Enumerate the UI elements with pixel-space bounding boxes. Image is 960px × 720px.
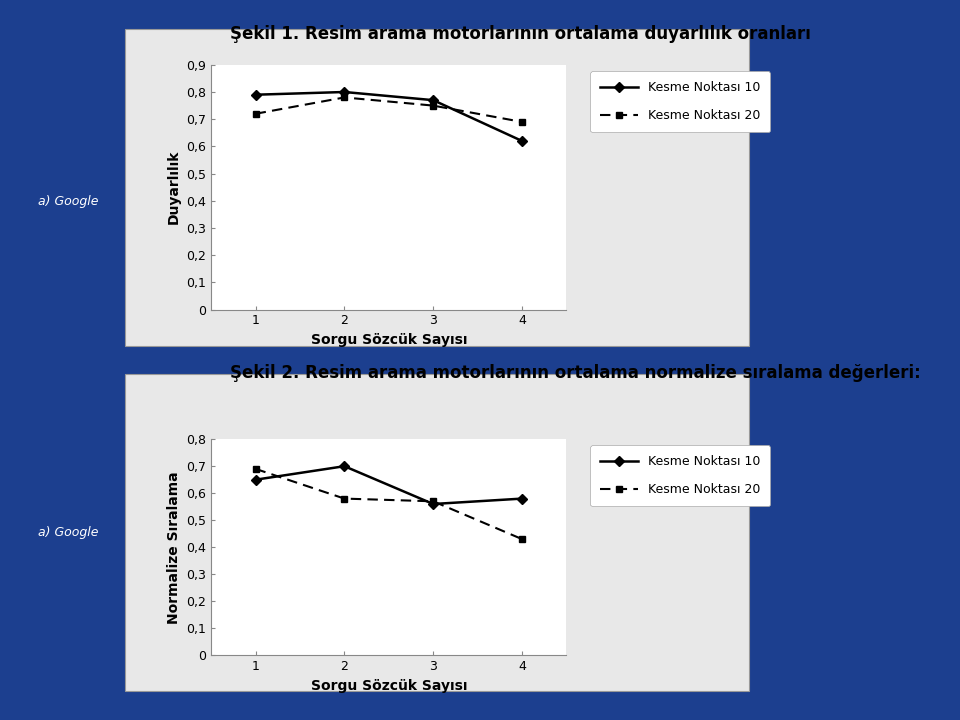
Line: Kesme Noktası 20: Kesme Noktası 20 [252,94,525,125]
X-axis label: Sorgu Sözcük Sayısı: Sorgu Sözcük Sayısı [310,333,468,347]
Kesme Noktası 20 [250,464,261,473]
Y-axis label: Duyarlılık: Duyarlılık [167,150,180,225]
Text: Şekil 2. Resim arama motorlarının ortalama normalize sıralama değerleri:: Şekil 2. Resim arama motorlarının ortala… [230,364,922,382]
Legend: Kesme Noktası 10, Kesme Noktası 20: Kesme Noktası 10, Kesme Noktası 20 [590,71,770,132]
Kesme Noktası 10 [250,91,261,99]
Kesme Noktası 20 [250,109,261,118]
Kesme Noktası 10 [427,96,439,104]
Text: a) Google: a) Google [38,195,99,208]
Legend: Kesme Noktası 10, Kesme Noktası 20: Kesme Noktası 10, Kesme Noktası 20 [590,446,770,506]
Kesme Noktası 10 [427,500,439,508]
Kesme Noktası 20 [427,497,439,505]
Kesme Noktası 20 [516,535,528,544]
Text: a) Google: a) Google [38,526,99,539]
Kesme Noktası 20 [339,494,350,503]
Text: Şekil 1. Resim arama motorlarının ortalama duyarlılık oranları: Şekil 1. Resim arama motorlarının ortala… [230,25,811,43]
Line: Kesme Noktası 20: Kesme Noktası 20 [252,466,525,542]
Kesme Noktası 10 [339,462,350,471]
Kesme Noktası 20 [339,93,350,102]
Line: Kesme Noktası 10: Kesme Noktası 10 [252,463,525,508]
Kesme Noktası 10 [250,475,261,484]
X-axis label: Sorgu Sözcük Sayısı: Sorgu Sözcük Sayısı [310,679,468,693]
Kesme Noktası 10 [339,88,350,96]
Kesme Noktası 20 [427,102,439,110]
Kesme Noktası 10 [516,494,528,503]
Kesme Noktası 10 [516,137,528,145]
Line: Kesme Noktası 10: Kesme Noktası 10 [252,89,525,145]
Kesme Noktası 20 [516,117,528,126]
Y-axis label: Normalize Sıralama: Normalize Sıralama [167,471,180,624]
